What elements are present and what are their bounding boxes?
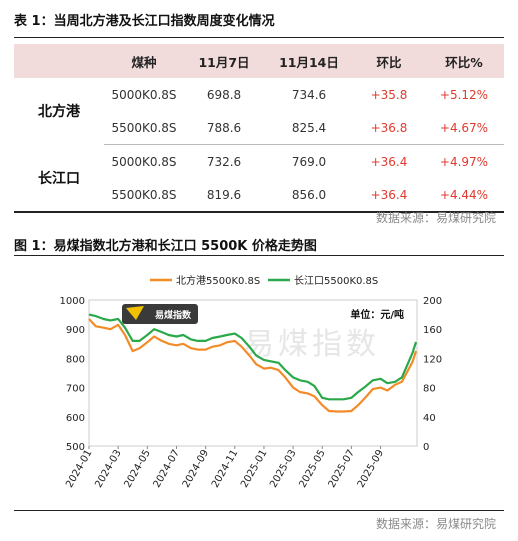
- price-trend-chart: 易煤指数易煤指数10009008007006005002001601208040…: [60, 274, 443, 490]
- nov14-cell: 769.0: [291, 154, 327, 169]
- change-cell: +35.8: [370, 87, 408, 102]
- header-grade: 煤种: [104, 44, 184, 78]
- x-tick-label: 2024-11: [210, 448, 240, 490]
- x-tick-label: 2025-01: [239, 448, 269, 490]
- x-tick-label: 2025-05: [297, 448, 327, 490]
- plot-frame: [88, 299, 418, 447]
- grade-cell: 5500K0.8S: [104, 178, 184, 213]
- figure-top-rule: [14, 255, 504, 256]
- y-tick-label-left: 700: [66, 384, 85, 395]
- header-change-pct: 环比%: [424, 44, 504, 78]
- y-tick-label-right: 40: [423, 413, 436, 424]
- series-line-north-port: [88, 318, 418, 413]
- header-nov7: 11月7日: [184, 44, 264, 78]
- change-cell: +36.8: [354, 111, 424, 145]
- nov7-cell: 819.6: [184, 178, 264, 213]
- header-change: 环比: [354, 44, 424, 78]
- x-tick-label: 2025-07: [327, 448, 357, 490]
- x-tick-label: 2024-03: [93, 448, 123, 490]
- nov7-cell: 732.6: [206, 154, 242, 169]
- logo-text: 易煤指数: [155, 309, 192, 321]
- table-row: 5500K0.8S 788.6 825.4 +36.8 +4.67%: [14, 111, 504, 145]
- y-tick-label-right: 200: [423, 296, 442, 307]
- region-cell: 长江口: [14, 144, 104, 213]
- y-tick-label-left: 800: [66, 354, 85, 365]
- legend-label: 北方港5500K0.8S: [176, 274, 260, 287]
- nov7-cell: 698.8: [206, 87, 242, 102]
- change-pct-cell: +4.44%: [424, 178, 504, 213]
- table-row: 5500K0.8S 819.6 856.0 +36.4 +4.44%: [14, 178, 504, 213]
- x-tick-label: 2024-05: [122, 448, 152, 490]
- table-row: 长江口 5000K0.8S 732.6 769.0 +36.4 +4.97%: [14, 144, 504, 213]
- x-tick-label: 2024-07: [152, 448, 182, 490]
- grade-cell: 5000K0.8S: [111, 154, 177, 169]
- figure-caption: 图 1：易煤指数北方港和长江口 5500K 价格走势图: [14, 239, 317, 254]
- table-caption: 表 1：当周北方港及长江口指数周度变化情况: [14, 14, 275, 29]
- table-header-row: 煤种 11月7日 11月14日 环比 环比%: [14, 44, 504, 78]
- nov14-cell: 734.6: [291, 87, 327, 102]
- y-tick-label-right: 160: [423, 325, 442, 336]
- nov14-cell: 825.4: [264, 111, 354, 145]
- index-weekly-change-table: 煤种 11月7日 11月14日 环比 环比% 北方港 5000K0.8S 698…: [14, 44, 504, 213]
- table-row: 北方港 5000K0.8S 698.8 734.6 +35.8 +5.12%: [14, 78, 504, 121]
- y-tick-label-right: 120: [423, 354, 442, 365]
- y-tick-label-left: 900: [66, 325, 85, 336]
- change-cell: +36.4: [370, 154, 408, 169]
- y-tick-label-left: 600: [66, 413, 85, 424]
- grade-cell: 5500K0.8S: [104, 111, 184, 145]
- change-pct-cell: +4.67%: [424, 111, 504, 145]
- figure-bottom-rule: [14, 510, 504, 511]
- header-region: [14, 44, 104, 78]
- x-tick-label: 2024-09: [181, 448, 211, 490]
- nov14-cell: 856.0: [264, 178, 354, 213]
- change-pct-cell: +4.97%: [439, 154, 489, 169]
- watermark-text: 易煤指数: [244, 327, 380, 362]
- change-pct-cell: +5.12%: [439, 87, 489, 102]
- y-tick-label-right: 80: [423, 384, 436, 395]
- figure-source-note: 数据来源：易煤研究院: [375, 517, 496, 531]
- change-cell: +36.4: [354, 178, 424, 213]
- grade-cell: 5000K0.8S: [111, 87, 177, 102]
- x-tick-label: 2025-09: [356, 448, 386, 490]
- y-tick-label-left: 500: [66, 442, 85, 453]
- region-cell: 北方港: [38, 104, 80, 121]
- table-top-rule: [14, 37, 504, 38]
- logo-icon: [126, 306, 144, 320]
- x-tick-label: 2025-03: [268, 448, 298, 490]
- table-source-note: 数据来源：易煤研究院: [375, 211, 496, 225]
- series-line-yangtze: [88, 313, 418, 401]
- header-nov14: 11月14日: [264, 44, 354, 78]
- nov7-cell: 788.6: [184, 111, 264, 145]
- legend-label: 长江口5500K0.8S: [294, 275, 378, 287]
- y-tick-label-right: 0: [423, 442, 429, 453]
- y-tick-label-left: 1000: [60, 296, 85, 307]
- unit-label: 单位：元/吨: [350, 308, 404, 321]
- x-tick-label: 2024-01: [64, 448, 94, 490]
